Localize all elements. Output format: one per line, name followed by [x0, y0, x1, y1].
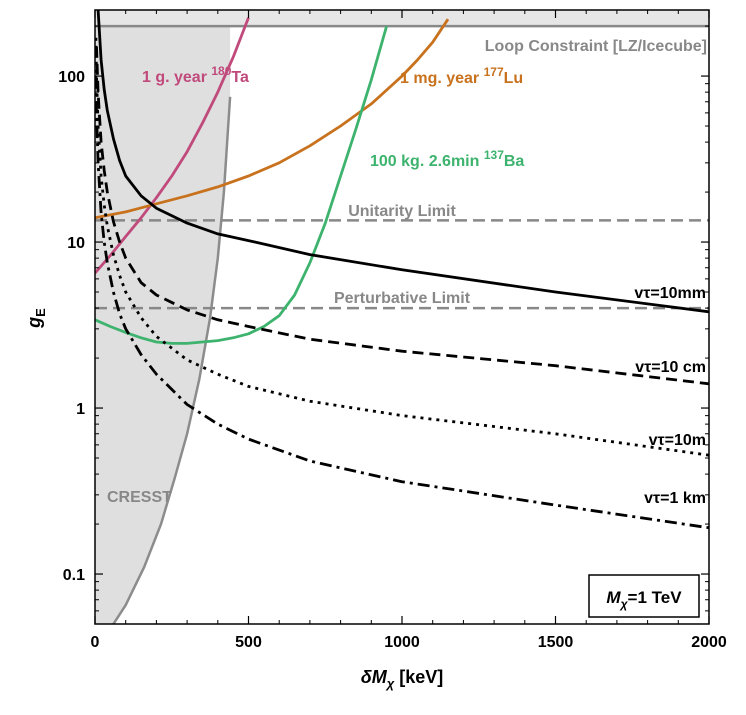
x-tick-label: 1000 — [384, 634, 420, 651]
series-ba137 — [95, 25, 388, 345]
label-ba137: 100 kg. 2.6min 137Ba — [370, 148, 524, 170]
y-tick-label: 100 — [58, 69, 85, 86]
label-loop-constraint: Loop Constraint [LZ/Icecube] — [485, 38, 707, 55]
mass-inset-sub: χ — [619, 597, 629, 611]
mass-inset-main: M — [606, 588, 621, 607]
curve-labels: 1 g. year 180Ta 1 mg. year 177Lu 100 kg. 2… — [107, 38, 707, 507]
label-ta180: 1 g. year 180Ta — [142, 64, 249, 86]
cresst-boundary — [112, 96, 232, 624]
series-vtau-1km — [95, 76, 709, 530]
label-cresst: CRESST — [107, 489, 172, 506]
series-vtau-10cm — [95, 46, 709, 386]
label-lu177-isotope-mass: 177 — [484, 65, 504, 79]
x-axis-title: δMχ [keV] — [361, 667, 444, 691]
label-ta180-text: 1 g. year — [142, 69, 211, 86]
mass-inset-rest: =1 TeV — [628, 588, 683, 607]
series-lu177 — [95, 18, 450, 220]
x-tick-label: 2000 — [691, 634, 727, 651]
shaded-regions — [95, 10, 709, 624]
label-vtau-10m: vτ=10m — [649, 432, 706, 449]
x-tick-label: 0 — [91, 634, 100, 651]
label-perturbative-limit: Perturbative Limit — [334, 290, 471, 307]
label-vtau-1km: vτ=1 km — [644, 490, 706, 507]
label-unitarity-limit: Unitarity Limit — [348, 203, 456, 220]
label-vtau-10mm: vτ=10mm — [634, 285, 706, 302]
mass-inset: Mχ=1 TeV — [588, 574, 700, 618]
label-ba137-text: 100 kg. 2.6min — [370, 153, 484, 170]
y-axis-title: gE — [24, 308, 48, 329]
axis-ticks: 0 500 1000 1500 2000 0.1 1 10 100 — [58, 10, 727, 651]
label-lu177-text: 1 mg. year — [400, 70, 484, 87]
series-lines — [95, 10, 709, 530]
y-axis-title-main: g — [24, 317, 44, 329]
mass-inset-label: Mχ=1 TeV — [606, 588, 682, 611]
label-ta180-element: Ta — [231, 69, 249, 86]
x-axis-title-main: δM — [361, 667, 388, 687]
cresst-region — [95, 10, 231, 624]
label-ba137-element: Ba — [504, 153, 525, 170]
series-ta180 — [95, 17, 250, 275]
series-vtau-10mm — [96, 10, 709, 314]
label-lu177-element: Lu — [504, 70, 524, 87]
series-vtau-10m — [95, 37, 709, 457]
limit-lines — [95, 219, 709, 310]
x-axis-title-sub: χ — [385, 676, 395, 691]
label-ba137-isotope-mass: 137 — [484, 148, 504, 162]
mass-inset-box — [588, 574, 700, 618]
label-ta180-isotope-mass: 180 — [211, 64, 231, 78]
y-axis-title-sub: E — [33, 308, 48, 317]
x-tick-label: 1500 — [538, 634, 574, 651]
y-tick-label: 0.1 — [63, 567, 85, 584]
label-lu177: 1 mg. year 177Lu — [400, 65, 523, 87]
x-tick-label: 500 — [235, 634, 262, 651]
y-tick-label: 10 — [67, 235, 85, 252]
label-vtau-10cm: vτ=10 cm — [635, 359, 706, 376]
y-tick-label: 1 — [76, 401, 85, 418]
x-axis-title-unit: [keV] — [394, 667, 443, 687]
